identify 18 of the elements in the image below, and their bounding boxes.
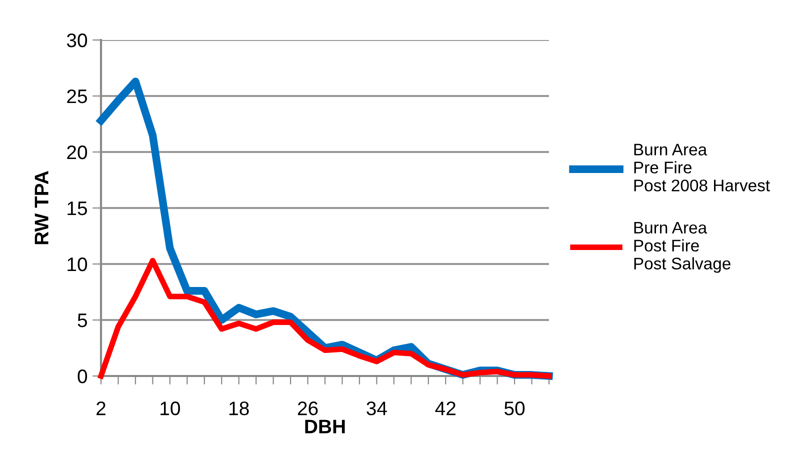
x-tick-label: 34: [366, 402, 387, 416]
x-tick-label: 50: [504, 402, 525, 416]
y-tick-label: 10: [68, 257, 88, 272]
x-tick-label: 18: [230, 402, 249, 416]
legend-label: Burn Area Pre Fire Post 2008 Harvest: [634, 144, 770, 192]
x-axis-title: DBH: [305, 420, 345, 434]
x-tick-label: 26: [298, 402, 318, 416]
x-tick-label: 2: [96, 402, 106, 416]
y-tick-label: 30: [66, 33, 88, 48]
y-axis-title: RW TPA: [34, 171, 48, 244]
y-tick-label: 0: [78, 369, 88, 384]
legend-label: Burn Area Post Fire Post Salvage: [634, 222, 730, 273]
y-tick-label: 15: [68, 202, 87, 216]
y-tick-label: 25: [67, 89, 87, 104]
x-tick-label: 42: [435, 402, 456, 416]
y-tick-label: 20: [67, 145, 88, 160]
y-tick-label: 5: [78, 314, 87, 328]
x-tick-label: 10: [160, 402, 180, 416]
